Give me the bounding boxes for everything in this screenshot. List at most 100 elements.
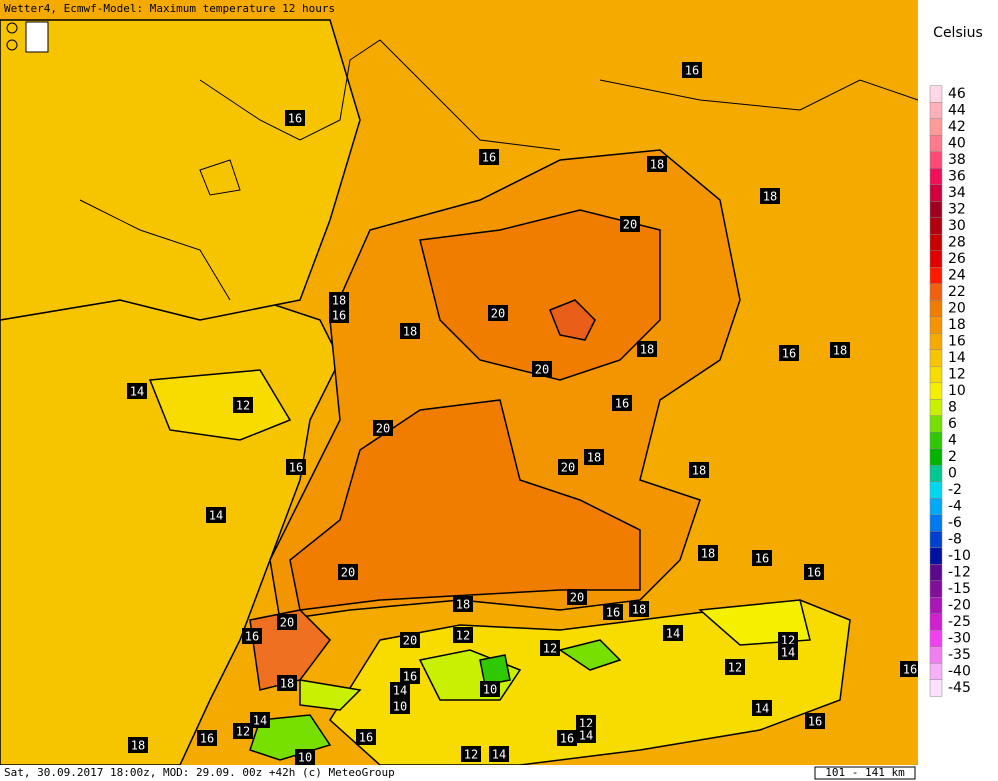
zoom-controls[interactable] (6, 21, 49, 53)
contour-label: 14 (130, 385, 144, 399)
contour-label-box (489, 746, 509, 762)
legend-label: 28 (948, 235, 966, 251)
legend-swatch (929, 514, 943, 532)
area-4 (479, 654, 511, 686)
contour-label-box (637, 341, 657, 357)
legend-swatch (929, 465, 943, 482)
contour-label: 18 (701, 547, 715, 561)
footer-info: Sat, 30.09.2017 18:00z, MOD: 29.09. 00z … (4, 766, 395, 779)
contour-label: 16 (359, 731, 373, 745)
contour-label: 16 (807, 566, 821, 580)
area-20 (419, 209, 661, 381)
contour-label: 12 (236, 399, 250, 413)
contour-label-box (329, 307, 349, 323)
legend-label: 24 (948, 268, 966, 284)
contour-label: 20 (403, 634, 417, 648)
legend-swatch (929, 448, 943, 466)
contour-label: 18 (650, 158, 664, 172)
contour-label: 20 (491, 307, 505, 321)
contour-label-box (400, 632, 420, 648)
legend-swatch (929, 201, 943, 218)
contour-label: 18 (332, 294, 346, 308)
legend-swatch (929, 481, 943, 499)
legend-label: -20 (948, 598, 971, 614)
legend-swatch (929, 135, 943, 152)
legend-swatch (929, 366, 943, 383)
contour-label: 18 (692, 464, 706, 478)
contour-label-box (373, 420, 393, 436)
contour-label: 14 (393, 684, 407, 698)
scale-label: 101 - 141 km (825, 766, 905, 779)
contour-label-box (805, 713, 825, 729)
contour-label: 20 (376, 422, 390, 436)
legend-label: -8 (948, 532, 962, 548)
legend-label: -12 (948, 565, 971, 581)
legend-label: -40 (948, 664, 971, 680)
contour-label: 20 (341, 566, 355, 580)
contour-label: 10 (393, 700, 407, 714)
legend-label: -6 (948, 515, 962, 531)
contour-label: 14 (209, 509, 223, 523)
contour-label: 18 (763, 190, 777, 204)
contour-label: 16 (482, 151, 496, 165)
contour-label-box (603, 604, 623, 620)
contour-label-box (356, 729, 376, 745)
legend-label: 38 (948, 152, 966, 168)
legend-swatch (929, 300, 943, 317)
legend-label: 8 (948, 400, 957, 416)
contour-label: 16 (403, 670, 417, 684)
contour-label-box (295, 749, 315, 765)
legend-swatch (929, 597, 943, 614)
contour-label: 18 (632, 603, 646, 617)
footer (0, 765, 998, 781)
contour-label: 18 (403, 325, 417, 339)
legend-swatch (929, 168, 943, 185)
contour-label-box (804, 564, 824, 580)
contour-label-box (584, 449, 604, 465)
contour-label: 12 (728, 661, 742, 675)
contour-label: 10 (298, 751, 312, 765)
contour-label-box (663, 625, 683, 641)
legend-swatch (929, 630, 943, 647)
legend-swatch (929, 646, 943, 664)
map-title: Wetter4, Ecmwf-Model: Maximum temperatur… (4, 2, 335, 15)
legend-swatch (929, 118, 943, 136)
contour-label-box (576, 727, 596, 743)
temperature-areas (0, 19, 851, 766)
legend-label: 40 (948, 136, 966, 152)
zoom-out[interactable] (6, 39, 18, 51)
contour-label: 14 (492, 748, 506, 762)
legend-label: 6 (948, 416, 957, 432)
legend-label: -2 (948, 482, 962, 498)
legend-swatch (929, 399, 943, 416)
zoom-in[interactable] (6, 22, 18, 34)
legend-swatch (929, 316, 943, 334)
contour-label-box (479, 149, 499, 165)
area-12 (148, 369, 292, 441)
contour-label: 12 (543, 642, 557, 656)
area-20 (249, 609, 331, 691)
area-22 (549, 299, 596, 341)
contour-label: 20 (535, 363, 549, 377)
contour-label-box (390, 698, 410, 714)
coastline (599, 79, 919, 111)
contour-label-box (629, 601, 649, 617)
legend-label: 46 (948, 86, 966, 102)
legend-label: -4 (948, 499, 962, 515)
contour-label: 14 (253, 714, 267, 728)
legend-label: 2 (948, 449, 957, 465)
contour-label-box (760, 188, 780, 204)
contour-label-box (197, 730, 217, 746)
contour-label-box (682, 62, 702, 78)
contour-label: 18 (131, 739, 145, 753)
contour-label-box (250, 712, 270, 728)
contour-label-box (725, 659, 745, 675)
contour-label-box (128, 737, 148, 753)
legend-label: 32 (948, 202, 966, 218)
area-14 (0, 19, 361, 321)
pan-control[interactable] (25, 21, 49, 53)
legend-swatch (929, 349, 943, 367)
legend-label: -15 (948, 581, 971, 597)
